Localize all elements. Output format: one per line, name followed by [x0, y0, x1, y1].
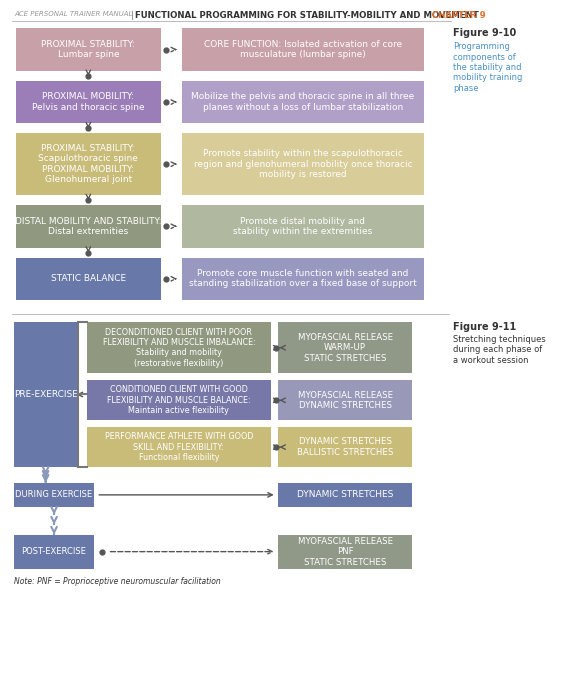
Text: Figure 9-11: Figure 9-11 [453, 322, 516, 332]
FancyBboxPatch shape [278, 380, 412, 420]
Text: MYOFASCIAL RELEASE
WARM-UP
STATIC STRETCHES: MYOFASCIAL RELEASE WARM-UP STATIC STRETC… [297, 333, 393, 362]
FancyBboxPatch shape [278, 322, 412, 373]
FancyBboxPatch shape [87, 427, 271, 467]
FancyBboxPatch shape [16, 81, 161, 123]
FancyBboxPatch shape [182, 205, 424, 247]
Text: POST-EXERCISE: POST-EXERCISE [21, 547, 87, 556]
FancyBboxPatch shape [278, 427, 412, 467]
Text: ACE PERSONAL TRAINER MANUAL: ACE PERSONAL TRAINER MANUAL [15, 11, 133, 17]
FancyBboxPatch shape [13, 535, 94, 568]
Text: PROXIMAL STABILITY:
Scapulothoracic spine
PROXIMAL MOBILITY:
Glenohumeral joint: PROXIMAL STABILITY: Scapulothoracic spin… [38, 144, 138, 184]
FancyBboxPatch shape [182, 258, 424, 300]
FancyBboxPatch shape [182, 81, 424, 123]
FancyBboxPatch shape [278, 535, 412, 568]
FancyBboxPatch shape [13, 322, 78, 467]
Text: DECONDITIONED CLIENT WITH POOR
FLEXIBILITY AND MUSCLE IMBALANCE:
Stability and m: DECONDITIONED CLIENT WITH POOR FLEXIBILI… [102, 327, 255, 368]
Text: Note: PNF = Proprioceptive neuromuscular facilitation: Note: PNF = Proprioceptive neuromuscular… [13, 577, 220, 586]
Text: PRE-EXERCISE: PRE-EXERCISE [13, 390, 78, 399]
Text: Promote core muscle function with seated and
standing stabilization over a fixed: Promote core muscle function with seated… [189, 269, 417, 289]
FancyBboxPatch shape [182, 28, 424, 71]
Text: Mobilize the pelvis and thoracic spine in all three
planes without a loss of lum: Mobilize the pelvis and thoracic spine i… [191, 92, 415, 112]
Text: Stretching techniques
during each phase of
a workout session: Stretching techniques during each phase … [453, 335, 546, 364]
Text: DURING EXERCISE: DURING EXERCISE [16, 491, 93, 500]
FancyBboxPatch shape [16, 205, 161, 247]
Text: Promote distal mobility and
stability within the extremities: Promote distal mobility and stability wi… [233, 216, 373, 236]
Text: Promote stability within the scapulothoracic
region and glenohumeral mobility on: Promote stability within the scapulothor… [193, 150, 412, 179]
Text: PROXIMAL MOBILITY:
Pelvis and thoracic spine: PROXIMAL MOBILITY: Pelvis and thoracic s… [32, 92, 144, 112]
FancyBboxPatch shape [16, 28, 161, 71]
FancyBboxPatch shape [16, 133, 161, 195]
Text: STATIC BALANCE: STATIC BALANCE [51, 274, 126, 283]
FancyBboxPatch shape [278, 483, 412, 507]
Text: PERFORMANCE ATHLETE WITH GOOD
SKILL AND FLEXIBILITY:
Functional flexibility: PERFORMANCE ATHLETE WITH GOOD SKILL AND … [105, 432, 253, 462]
Text: DYNAMIC STRETCHES: DYNAMIC STRETCHES [297, 491, 393, 500]
FancyBboxPatch shape [16, 258, 161, 300]
Text: Figure 9-10: Figure 9-10 [453, 28, 516, 39]
Text: PROXIMAL STABILITY:
Lumbar spine: PROXIMAL STABILITY: Lumbar spine [42, 40, 135, 59]
FancyBboxPatch shape [87, 322, 271, 373]
FancyBboxPatch shape [182, 133, 424, 195]
Text: DISTAL MOBILITY AND STABILITY:
Distal extremities: DISTAL MOBILITY AND STABILITY: Distal ex… [15, 216, 162, 236]
Text: DYNAMIC STRETCHES
BALLISTIC STRETCHES: DYNAMIC STRETCHES BALLISTIC STRETCHES [297, 438, 393, 457]
Text: FUNCTIONAL PROGRAMMING FOR STABILITY-MOBILITY AND MOVEMENT: FUNCTIONAL PROGRAMMING FOR STABILITY-MOB… [135, 11, 479, 21]
Text: MYOFASCIAL RELEASE
DYNAMIC STRETCHES: MYOFASCIAL RELEASE DYNAMIC STRETCHES [297, 391, 393, 410]
Text: CONDITIONED CLIENT WITH GOOD
FLEXIBILITY AND MUSCLE BALANCE:
Maintain active fle: CONDITIONED CLIENT WITH GOOD FLEXIBILITY… [107, 385, 251, 415]
Text: CORE FUNCTION: Isolated activation of core
musculature (lumbar spine): CORE FUNCTION: Isolated activation of co… [204, 40, 402, 59]
Text: Programming
components of
the stability and
mobility training
phase: Programming components of the stability … [453, 42, 523, 93]
FancyBboxPatch shape [13, 483, 94, 507]
FancyBboxPatch shape [87, 380, 271, 420]
Text: CHAPTER 9: CHAPTER 9 [432, 11, 486, 21]
Text: MYOFASCIAL RELEASE
PNF
STATIC STRETCHES: MYOFASCIAL RELEASE PNF STATIC STRETCHES [297, 537, 393, 566]
